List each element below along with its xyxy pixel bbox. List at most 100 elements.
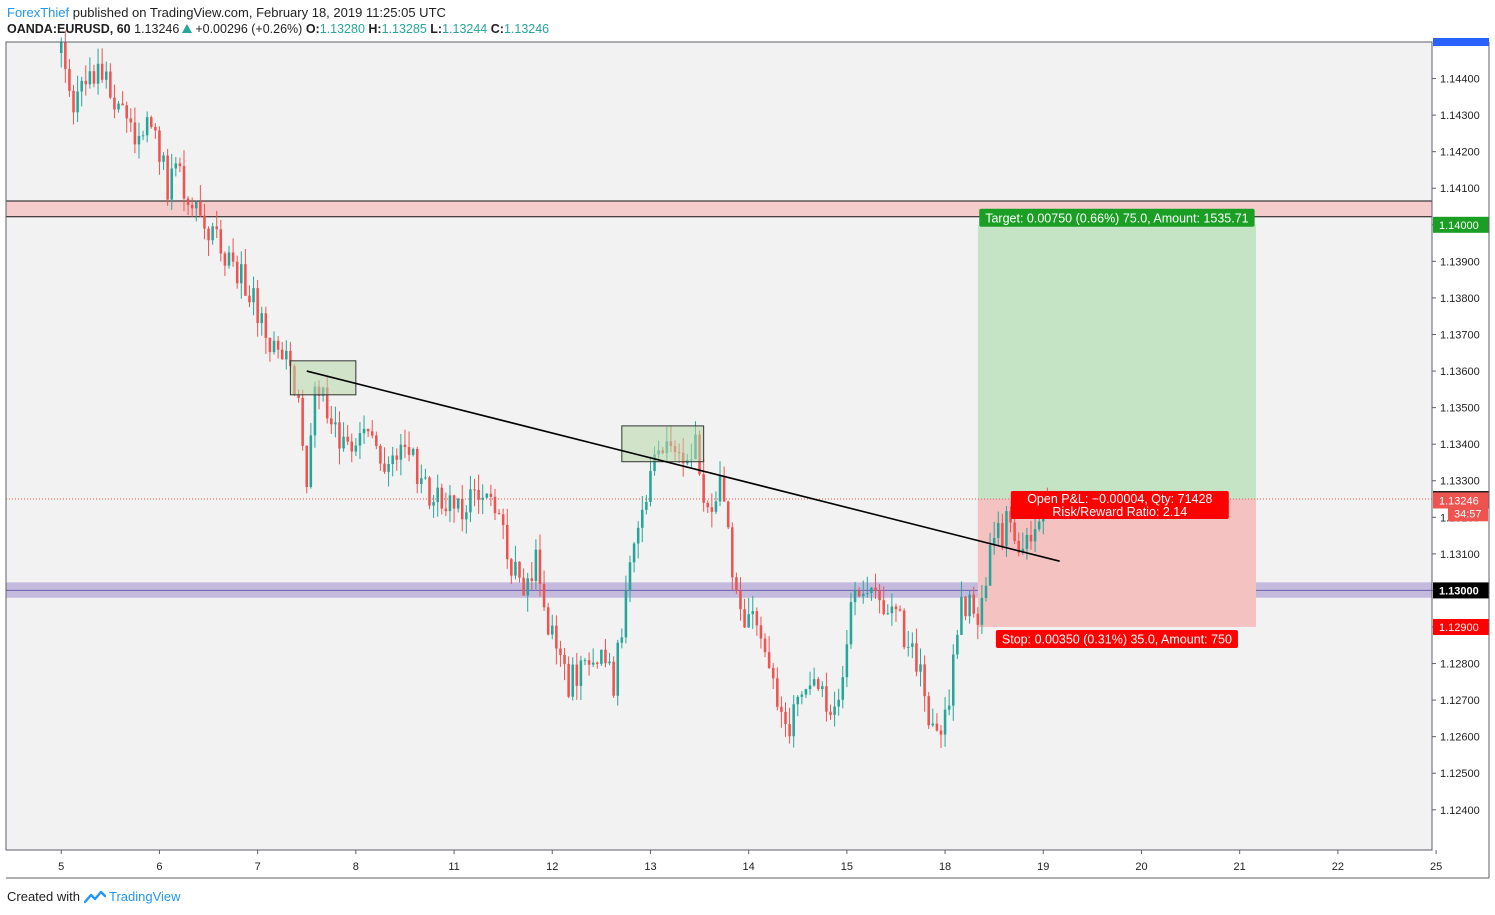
candle-body [272,340,276,353]
candle-body [583,660,587,662]
price-axis[interactable]: 1.12400 1.12500 1.12600 1.12700 1.12800 1.129… [1432,38,1490,878]
y-tick-label: 1.13300 [1440,476,1480,488]
candle-body [743,609,746,628]
y-tick-label: 1.13900 [1440,256,1480,268]
candle-body [309,435,313,487]
candle-body [256,288,259,324]
y-tick-label: 1.14300 [1440,110,1480,122]
candle-body [595,662,599,664]
candle-body [1001,523,1004,547]
candle-body [297,395,300,398]
candle-body [894,606,898,610]
y-tick-label: 1.13500 [1440,403,1480,415]
candle-body [289,350,292,367]
candle-body [821,686,824,690]
candle-body [203,215,206,229]
candle-body [780,706,783,712]
y-tick-label: 1.12700 [1440,695,1480,707]
candle-body [1025,534,1029,549]
candle-body [988,544,992,586]
candle-body [767,652,771,668]
candle-body [636,527,640,544]
candle-body [227,252,231,266]
pnl-text: Open P&L: −0.00004, Qty: 71428 [1027,492,1212,506]
close-label: C: [490,22,504,36]
tradingview-brand[interactable]: TradingView [108,889,181,904]
candle-body [534,549,538,581]
x-tick-label: 8 [353,861,359,873]
candle-body [313,386,317,436]
target-label-bg [979,208,1255,227]
candle-body [342,436,345,449]
x-tick-label: 12 [546,861,558,873]
y-tick-label: 1.13800 [1440,293,1480,305]
x-tick-label: 5 [58,861,64,873]
y-tick-label: 1.12400 [1440,805,1480,817]
candle-body [301,397,304,446]
candle-body [931,723,935,726]
x-tick-label: 15 [841,861,853,873]
candle-body [240,264,243,284]
candle-body [964,596,967,617]
author-name[interactable]: ForexThief [7,5,70,20]
price-label-countdown [1448,505,1488,522]
candle-body [1013,522,1016,541]
candle-body [72,90,75,113]
x-tick-label: 19 [1037,861,1049,873]
candle-body [178,163,182,167]
candle-body [473,489,476,491]
candle-body [898,609,902,611]
candle-body [874,587,877,591]
y-tick-label: 1.13700 [1440,329,1480,341]
candle-body [428,477,431,506]
y-tick-label: 1.13100 [1440,549,1480,561]
y-tick-label: 1.12600 [1440,732,1480,744]
candle-body [645,501,648,510]
candle-body [1017,540,1020,553]
candle-body [117,103,120,110]
candle-body [354,445,358,452]
candle-body [563,654,566,664]
pnl-label: Open P&L: −0.00004, Qty: 71428Risk/Rewar… [1010,491,1229,520]
candle-body [92,71,96,84]
candle-body [104,71,108,80]
candle-body [305,445,309,487]
candle-body [538,549,542,584]
candle-body [632,543,636,563]
candle-body [514,561,517,576]
candle-body [420,478,423,484]
x-tick-label: 6 [156,861,162,873]
candle-body [100,63,104,80]
published-text: published on TradingView.com, February 1… [72,5,446,20]
close-value: 1.13246 [503,22,550,36]
high-label: H: [368,22,382,36]
candle-body [522,577,525,596]
drawings-layer[interactable] [289,360,1060,562]
candle-body [219,229,223,254]
candle-body [702,474,705,503]
candle-body [808,685,812,690]
candle-body [190,204,194,209]
candle-body [76,91,79,113]
position-tool[interactable] [6,224,1432,627]
candle-body [956,634,959,655]
candle-body [559,648,562,655]
candle-body [375,435,378,446]
candle-body [555,625,558,649]
candle-body [960,596,963,635]
candle-body [489,493,493,497]
candle-body [145,117,149,136]
candle-body [1037,521,1041,530]
candle-body [735,577,738,591]
candle-body [260,313,264,324]
price-label-cutoff [1433,38,1489,46]
x-tick-label: 14 [743,861,755,873]
candle-body [939,730,943,735]
x-tick-label: 25 [1430,861,1442,873]
candle-body [972,594,975,614]
left-box [289,360,357,396]
candle-body [1029,534,1033,542]
time-axis[interactable]: 5 6 7 8 11 12 13 14 15 18 19 20 21 22 25 [6,850,1489,879]
candle-body [362,428,366,434]
